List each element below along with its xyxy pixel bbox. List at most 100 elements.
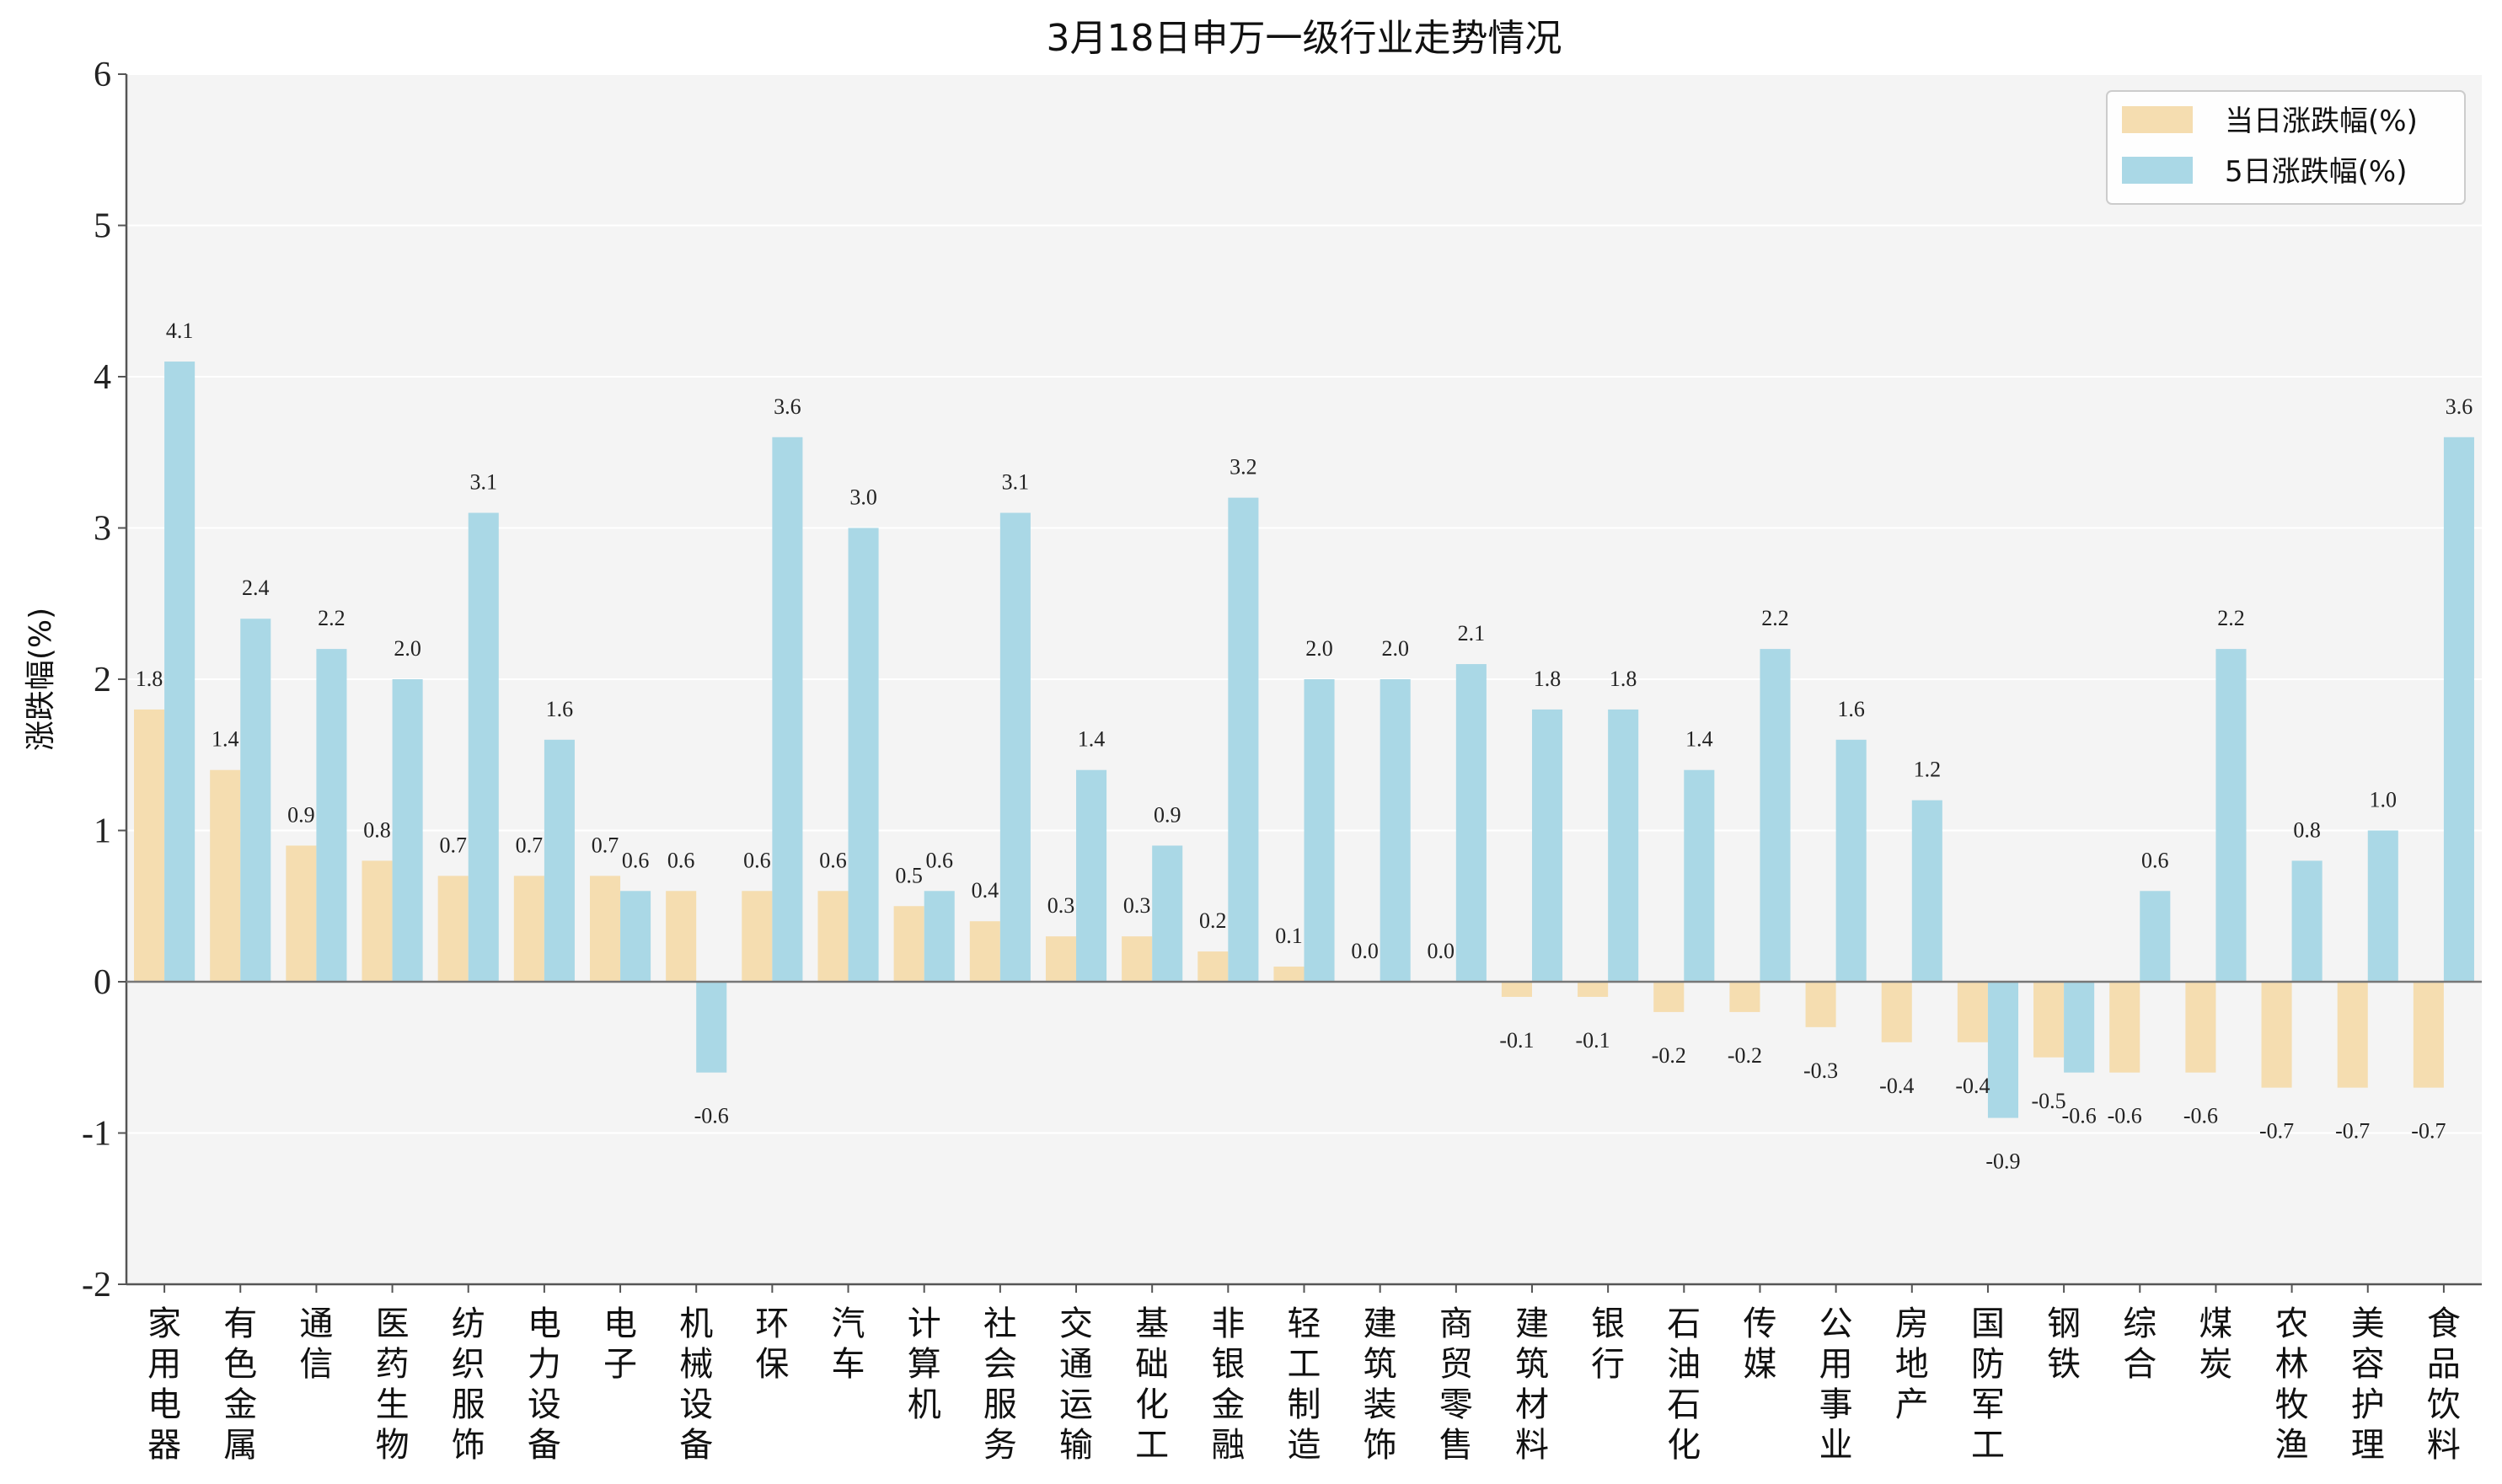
data-label-daily: 0.7	[592, 833, 619, 857]
x-category-label: 钢铁	[2047, 1305, 2081, 1384]
data-label-daily: -0.5	[2031, 1089, 2065, 1113]
x-category-label: 家用电器	[147, 1305, 181, 1465]
bar-daily	[1653, 982, 1685, 1012]
data-label-5day: 1.6	[1837, 697, 1865, 721]
data-label-daily: 1.4	[212, 727, 239, 752]
x-category-label: 食品饮料	[2427, 1305, 2461, 1465]
bar-daily	[969, 921, 1000, 982]
bar-5day	[240, 619, 271, 982]
bar-5day	[1076, 769, 1107, 982]
data-label-5day: 1.8	[1534, 667, 1562, 691]
bar-daily	[2033, 982, 2065, 1058]
bar-daily	[742, 891, 773, 982]
y-axis-label: 涨跌幅(%)	[24, 608, 58, 751]
bar-5day	[2215, 649, 2247, 982]
x-category-label: 房地产	[1895, 1305, 1929, 1424]
bar-daily	[2337, 982, 2368, 1088]
bar-daily	[817, 891, 849, 982]
x-category-label: 传媒	[1743, 1305, 1776, 1384]
data-label-5day: 3.6	[2446, 394, 2473, 419]
bar-5day	[772, 437, 803, 982]
x-category-label: 机械设备	[679, 1305, 713, 1465]
data-label-5day: 1.4	[1078, 727, 1106, 752]
data-label-daily: -0.6	[2183, 1104, 2218, 1128]
data-label-5day: 3.1	[1002, 470, 1030, 495]
x-category-label: 电子	[603, 1305, 637, 1384]
data-label-daily: -0.4	[1879, 1074, 1914, 1098]
bar-daily	[2185, 982, 2216, 1073]
bar-5day	[468, 512, 499, 982]
data-label-daily: 0.4	[972, 878, 999, 903]
y-tick-label: 4	[94, 358, 111, 397]
bar-daily	[210, 769, 241, 982]
data-label-5day: 0.8	[2293, 817, 2321, 842]
x-category-label: 通信	[299, 1305, 333, 1384]
bar-daily	[362, 860, 393, 982]
y-tick-label: -1	[82, 1115, 111, 1154]
data-label-5day: 4.1	[166, 319, 194, 343]
x-category-label: 商贸零售	[1439, 1305, 1473, 1465]
y-tick-label: 0	[94, 963, 111, 1002]
data-label-daily: -0.7	[2259, 1119, 2294, 1144]
bar-5day	[392, 679, 423, 982]
data-label-5day: 0.6	[2141, 848, 2169, 872]
x-category-label: 煤炭	[2199, 1305, 2232, 1384]
bar-5day	[544, 739, 575, 982]
x-category-label: 交通运输	[1059, 1305, 1093, 1465]
data-labels: 1.84.11.42.40.92.20.82.00.73.10.71.60.70…	[136, 319, 2473, 1174]
data-label-5day: 0.9	[1154, 802, 1181, 827]
bar-daily	[437, 876, 469, 982]
data-label-daily: 0.7	[439, 833, 467, 857]
legend-label-5day: 5日涨跌幅(%)	[2225, 155, 2407, 189]
data-label-daily: -0.1	[1499, 1028, 1534, 1053]
x-category-label: 轻工制造	[1288, 1305, 1321, 1465]
data-label-5day: -0.6	[694, 1104, 729, 1128]
bar-daily	[589, 876, 621, 982]
x-category-label: 社会服务	[983, 1305, 1017, 1465]
x-category-label: 纺织服饰	[452, 1305, 485, 1465]
bar-5day	[2064, 982, 2095, 1073]
x-category-label: 公用事业	[1819, 1305, 1853, 1465]
y-tick-label: 6	[94, 56, 111, 94]
data-label-5day: 3.6	[774, 394, 801, 419]
legend-swatch-daily	[2122, 106, 2193, 133]
bar-daily	[1273, 967, 1305, 982]
bar-5day	[1608, 709, 1639, 982]
x-category-label: 非银金融	[1211, 1305, 1245, 1465]
bar-daily	[1122, 936, 1153, 982]
bar-5day	[1684, 769, 1715, 982]
data-label-daily: 0.7	[516, 833, 544, 857]
data-label-daily: 0.0	[1428, 939, 1455, 963]
bar-daily	[1197, 951, 1229, 982]
bar-daily	[2413, 982, 2444, 1088]
bar-daily	[893, 906, 924, 982]
x-category-label: 有色金属	[223, 1305, 257, 1465]
y-tick-label: 2	[94, 661, 111, 699]
legend-box	[2106, 90, 2466, 205]
bar-5day	[1228, 497, 1259, 982]
x-category-label: 农林牧渔	[2275, 1305, 2309, 1465]
y-tick-label: 3	[94, 510, 111, 549]
x-category-label: 银行	[1591, 1305, 1625, 1384]
data-label-daily: 1.8	[136, 667, 163, 691]
bar-daily	[1881, 982, 1912, 1042]
bars	[134, 362, 2474, 1118]
bar-daily	[1805, 982, 1836, 1027]
data-label-daily: 0.6	[819, 848, 847, 872]
bar-5day	[2443, 437, 2474, 982]
bar-5day	[696, 982, 727, 1073]
data-label-daily: 0.6	[667, 848, 695, 872]
bar-5day	[1987, 982, 2019, 1118]
bar-5day	[620, 891, 651, 982]
x-category-label: 医药生物	[376, 1305, 410, 1465]
y-tick-label: -2	[82, 1266, 111, 1305]
data-label-daily: 0.9	[287, 802, 315, 827]
y-tick-label: 5	[94, 207, 111, 246]
bar-daily	[1578, 982, 1609, 997]
data-label-5day: 3.0	[849, 485, 877, 510]
data-label-5day: 1.2	[1914, 758, 1942, 782]
data-label-5day: -0.6	[2062, 1104, 2097, 1128]
data-label-5day: 2.0	[1381, 636, 1409, 661]
